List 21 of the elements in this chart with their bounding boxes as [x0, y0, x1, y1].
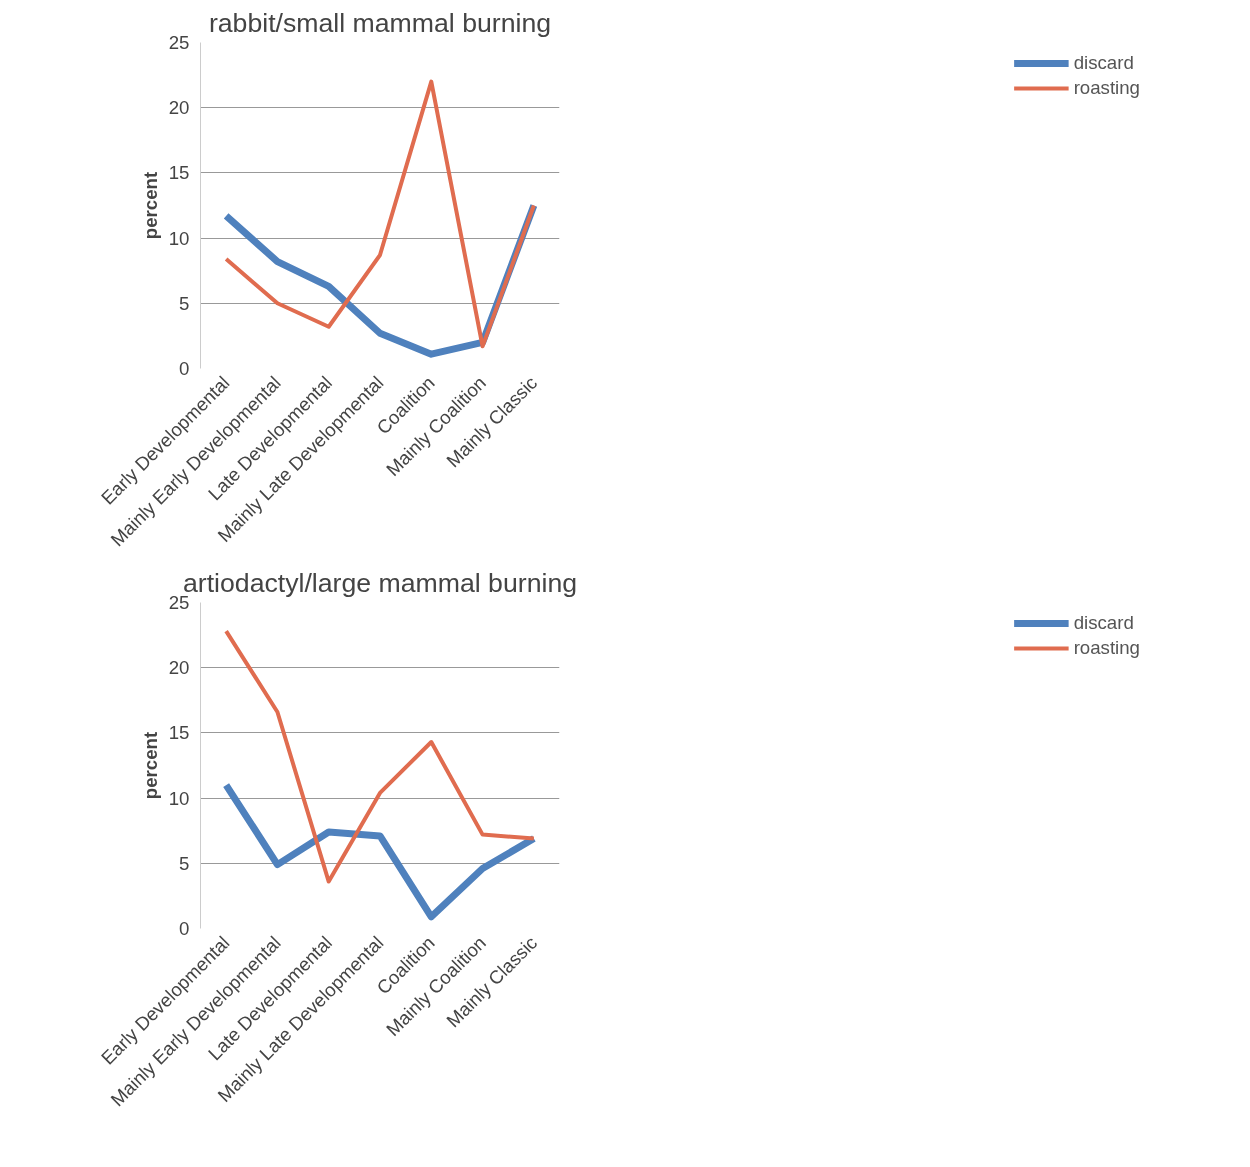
line-series: [224, 79, 536, 349]
y-tick-label: 10: [168, 787, 190, 809]
line-series: [224, 629, 536, 884]
y-tick-label: 5: [179, 852, 190, 874]
y-tick-label: 15: [168, 722, 190, 744]
y-tick-label: 15: [168, 162, 190, 184]
chart-title: rabbit/small mammal burning: [208, 7, 552, 38]
legend-label: discard: [1073, 612, 1134, 634]
legend-label: discard: [1073, 52, 1134, 74]
legend-label: roasting: [1073, 77, 1140, 99]
y-tick-label: 0: [179, 358, 190, 379]
y-tick-label: 5: [179, 292, 190, 314]
y-tick-label: 10: [168, 227, 190, 249]
y-tick-label: 25: [168, 32, 190, 53]
y-tick-label: 25: [168, 592, 190, 613]
y-tick-label: 20: [168, 97, 190, 119]
y-tick-label: 20: [168, 657, 190, 679]
legend-label: roasting: [1073, 637, 1140, 659]
y-tick-label: 0: [179, 918, 190, 939]
y-axis-title: percent: [139, 171, 161, 240]
y-axis-title: percent: [139, 731, 161, 800]
